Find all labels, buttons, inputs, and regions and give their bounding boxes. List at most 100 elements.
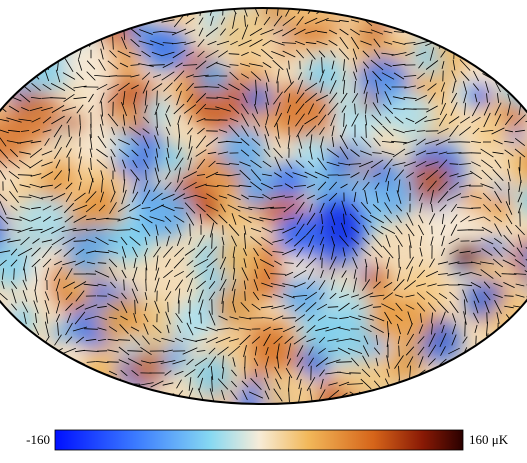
pol-line xyxy=(439,171,447,179)
pol-line xyxy=(483,391,491,399)
pol-line xyxy=(351,304,359,310)
pol-line xyxy=(198,27,204,37)
pol-line xyxy=(403,96,417,100)
pol-line xyxy=(383,282,393,288)
pol-line xyxy=(174,207,184,209)
pol-line xyxy=(441,235,445,247)
pol-line xyxy=(54,334,62,346)
pol-line xyxy=(360,150,372,156)
pol-line xyxy=(73,96,87,100)
pol-line xyxy=(184,248,196,256)
pol-line xyxy=(480,269,494,279)
pol-line xyxy=(219,28,227,36)
pol-line xyxy=(392,63,406,67)
pol-line xyxy=(23,8,27,17)
pol-line xyxy=(57,322,59,336)
pol-line xyxy=(404,85,416,89)
pol-line xyxy=(239,169,251,181)
pol-line xyxy=(337,371,351,375)
pol-line xyxy=(42,381,52,387)
pol-line xyxy=(304,82,318,92)
pol-line xyxy=(514,148,526,158)
pol-line xyxy=(117,339,131,341)
pol-line xyxy=(54,146,62,160)
pol-line xyxy=(164,226,172,234)
pol-line xyxy=(314,171,330,179)
pol-line xyxy=(90,123,92,139)
pol-line xyxy=(44,345,50,357)
pol-line xyxy=(296,79,304,95)
pol-line xyxy=(306,337,316,343)
pol-line xyxy=(187,115,193,125)
pol-line xyxy=(198,377,204,391)
pol-line xyxy=(326,161,340,167)
pol-line xyxy=(319,202,325,214)
pol-line xyxy=(342,247,346,257)
pol-line xyxy=(459,250,471,254)
pol-line xyxy=(270,283,286,287)
pol-line xyxy=(42,129,52,133)
pol-line xyxy=(437,29,449,35)
pol-line xyxy=(425,169,439,181)
pol-line xyxy=(407,323,413,335)
pol-line xyxy=(188,236,192,246)
pol-line xyxy=(0,229,9,231)
pol-line xyxy=(184,368,196,378)
pol-line xyxy=(0,324,6,334)
pol-line xyxy=(460,71,470,81)
pol-line xyxy=(283,304,295,310)
pol-line xyxy=(481,226,493,234)
pol-line xyxy=(208,310,216,326)
pol-line xyxy=(306,377,316,391)
pol-line xyxy=(249,39,263,47)
pol-line xyxy=(164,215,172,223)
pol-line xyxy=(228,95,240,101)
pol-line xyxy=(450,14,458,28)
pol-line xyxy=(418,324,424,334)
field-blob xyxy=(0,328,8,363)
pol-line xyxy=(244,366,246,380)
pol-line xyxy=(187,288,193,304)
pol-line xyxy=(253,358,259,366)
pol-line xyxy=(428,213,436,225)
pol-line xyxy=(316,30,328,34)
pol-line xyxy=(474,48,478,60)
pol-line xyxy=(505,129,513,133)
pol-line xyxy=(504,58,514,72)
pol-line xyxy=(110,148,116,158)
pol-line xyxy=(12,14,16,28)
pol-line xyxy=(305,224,317,236)
pol-line xyxy=(78,125,82,137)
pol-line xyxy=(505,213,513,225)
pol-line xyxy=(143,180,149,192)
pol-line xyxy=(517,13,523,29)
pol-line xyxy=(177,115,181,125)
pol-line xyxy=(244,15,246,27)
pol-line xyxy=(243,345,247,357)
pol-line xyxy=(55,159,61,169)
pol-line xyxy=(397,335,401,345)
pol-line xyxy=(429,70,435,82)
pol-line xyxy=(141,50,151,58)
pol-line xyxy=(373,347,381,355)
pol-line xyxy=(359,30,373,34)
pol-line xyxy=(405,346,415,356)
pol-line xyxy=(331,244,335,260)
pol-line xyxy=(382,125,394,137)
pol-line xyxy=(18,118,32,122)
pol-line xyxy=(220,17,226,25)
pol-line xyxy=(155,156,159,172)
pol-line xyxy=(282,248,296,256)
pol-line xyxy=(127,350,143,352)
field-blob xyxy=(272,162,308,198)
pol-line xyxy=(495,81,501,93)
pol-line xyxy=(239,161,251,167)
pol-line xyxy=(238,39,252,47)
pol-line xyxy=(325,20,341,22)
pol-line xyxy=(172,49,186,59)
pol-line xyxy=(162,62,174,68)
pol-line xyxy=(262,62,272,68)
pol-line xyxy=(250,236,262,246)
pol-line xyxy=(19,184,31,188)
pol-line xyxy=(372,70,382,82)
